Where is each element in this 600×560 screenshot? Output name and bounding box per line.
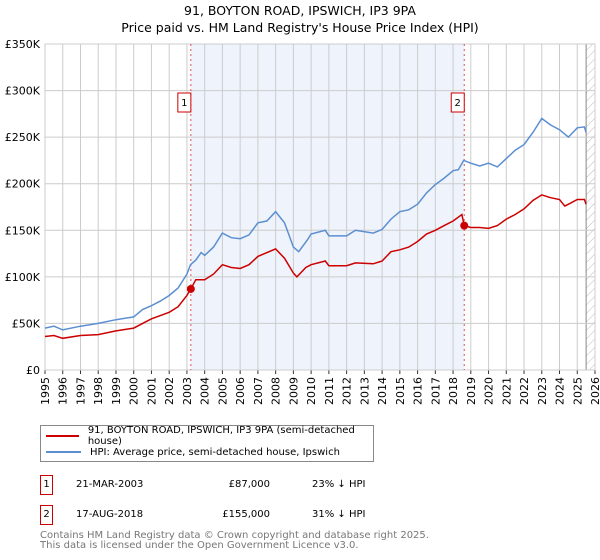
transaction-date: 17-AUG-2018: [76, 509, 144, 520]
x-tick-label: 2004: [199, 377, 212, 405]
y-tick-label: £0: [26, 364, 40, 377]
transaction-marker: 1: [40, 475, 53, 495]
y-tick-label: £150K: [5, 224, 41, 237]
sale-point: [186, 284, 195, 293]
legend-item-hpi: HPI: Average price, semi-detached house,…: [46, 445, 340, 459]
transaction-price: £155,000: [222, 509, 270, 520]
sale-label-box: [450, 92, 465, 113]
transaction-hpi-diff: 23% ↓ HPI: [312, 479, 366, 490]
x-tick-label: 2023: [536, 377, 549, 405]
x-tick-label: 1997: [74, 377, 87, 405]
x-tick-label: 2024: [554, 377, 567, 405]
x-tick-label: 2015: [394, 377, 407, 405]
footer-line: This data is licensed under the Open Gov…: [40, 540, 359, 551]
x-tick-label: 2020: [483, 377, 496, 405]
x-tick-label: 2013: [358, 377, 371, 405]
x-tick-label: 2010: [305, 377, 318, 405]
legend-item-property: 91, BOYTON ROAD, IPSWICH, IP3 9PA (semi-…: [46, 425, 373, 447]
x-tick-label: 1996: [57, 377, 70, 405]
x-tick-label: 2026: [589, 377, 600, 405]
property-line: [44, 194, 587, 340]
legend-label: HPI: Average price, semi-detached house,…: [90, 446, 340, 458]
x-tick-label: 2009: [287, 377, 300, 405]
transaction-row: 2 17-AUG-2018 £155,000 31% ↓ HPI: [40, 505, 440, 525]
forecast-hatch: [586, 44, 595, 370]
price-chart: 1995 1996 1997 1998 1999 2000 2001 2002 2003 2004…: [5, 38, 600, 405]
transaction-price: £87,000: [228, 479, 270, 490]
x-tick-label: 2007: [252, 377, 265, 405]
legend: 91, BOYTON ROAD, IPSWICH, IP3 9PA (semi-…: [40, 425, 374, 462]
x-tick-label: 2019: [465, 377, 478, 405]
legend-swatch: [46, 451, 81, 453]
x-tick-label: 2018: [447, 377, 460, 405]
x-tick-label: 2021: [500, 377, 513, 405]
hpi-line: [44, 117, 587, 331]
y-tick-label: £50K: [12, 317, 41, 330]
sale-point: [460, 221, 469, 230]
x-tick-label: 2022: [518, 377, 531, 405]
x-tick-label: 2002: [163, 377, 176, 405]
x-tick-label: 2011: [323, 377, 336, 405]
x-tick-label: 1999: [110, 377, 123, 405]
transaction-marker: 2: [40, 505, 53, 525]
y-tick-label: £350K: [5, 38, 41, 51]
sale-label: 2: [455, 98, 461, 109]
footer: Contains HM Land Registry data © Crown c…: [40, 531, 429, 551]
x-tick-label: 2006: [234, 377, 247, 405]
plot-frame: [44, 43, 596, 371]
chart-subtitle: Price paid vs. HM Land Registry's House …: [121, 20, 479, 35]
x-tick-label: 1998: [92, 377, 105, 405]
x-tick-label: 2008: [270, 377, 283, 405]
x-tick-label: 2005: [216, 377, 229, 405]
y-tick-label: £300K: [5, 85, 41, 98]
transaction-row: 1 21-MAR-2003 £87,000 23% ↓ HPI: [40, 475, 440, 495]
transaction-hpi-diff: 31% ↓ HPI: [312, 509, 366, 520]
x-tick-label: 2025: [571, 377, 584, 405]
x-tick-label: 2000: [128, 377, 141, 405]
footer-line: Contains HM Land Registry data © Crown c…: [40, 530, 429, 541]
x-tick-label: 2012: [341, 377, 354, 405]
ownership-shade: [190, 44, 465, 370]
x-tick-label: 2003: [181, 377, 194, 405]
legend-swatch: [46, 435, 79, 437]
x-tick-label: 2014: [376, 377, 389, 405]
x-tick-label: 2017: [429, 377, 442, 405]
x-tick-label: 2001: [145, 377, 158, 405]
chart-title: 91, BOYTON ROAD, IPSWICH, IP3 9PA: [184, 3, 416, 18]
x-tick-label: 1995: [39, 377, 52, 405]
y-tick-label: £200K: [5, 178, 41, 191]
x-tick-label: 2016: [412, 377, 425, 405]
transaction-date: 21-MAR-2003: [76, 479, 144, 490]
legend-label: 91, BOYTON ROAD, IPSWICH, IP3 9PA (semi-…: [87, 425, 355, 447]
sale-label-box: [177, 92, 192, 113]
y-tick-label: £250K: [5, 131, 41, 144]
sale-label: 1: [181, 98, 187, 109]
y-tick-label: £100K: [5, 271, 41, 284]
